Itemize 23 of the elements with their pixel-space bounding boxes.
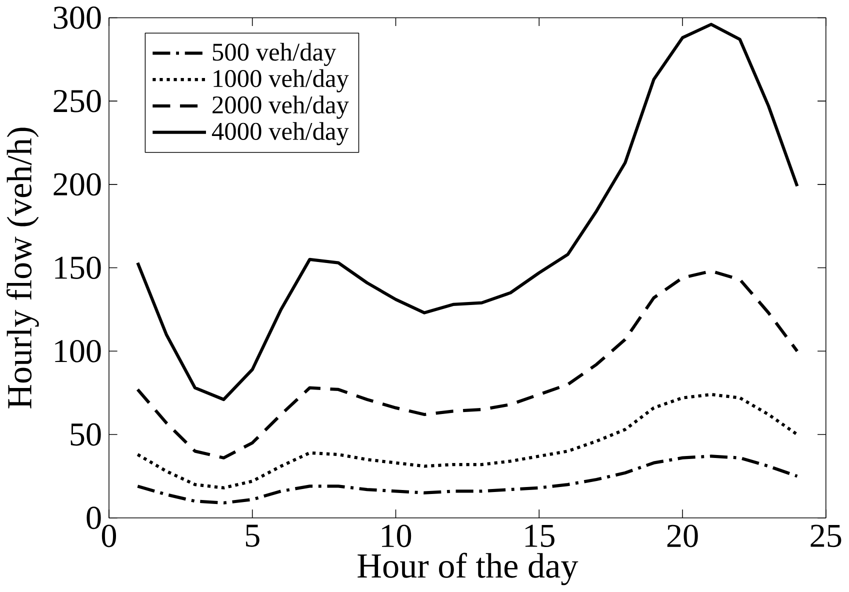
line-series [136,270,799,460]
y-tick-label: 150 [55,256,101,280]
line-series [136,454,799,505]
x-tick-label: 5 [246,524,260,548]
y-tick-label: 100 [55,340,101,363]
x-tick-label: 0 [102,524,116,548]
x-tick-label: 10 [382,524,412,548]
legend-label: 500 veh/day [212,43,336,66]
x-axis-title: Hour of the day [358,552,578,586]
legend-label: 1000 veh/day [214,69,349,93]
y-tick-label: 250 [54,90,101,112]
legend-label: 2000 veh/day [212,96,349,119]
y-tick-label: 300 [54,6,101,30]
y-tick-label: 200 [54,173,101,196]
x-tick-label: 25 [810,524,842,548]
y-axis-title: Hourly flow (veh/h) [6,128,39,409]
legend-label: 4000 veh/day [212,122,349,146]
line-series [136,23,799,402]
y-tick-label: 50 [70,423,101,446]
x-tick-label: 15 [525,524,554,548]
x-tick-label: 20 [667,524,698,548]
y-tick-label: 0 [86,506,101,530]
line-series [136,393,799,490]
